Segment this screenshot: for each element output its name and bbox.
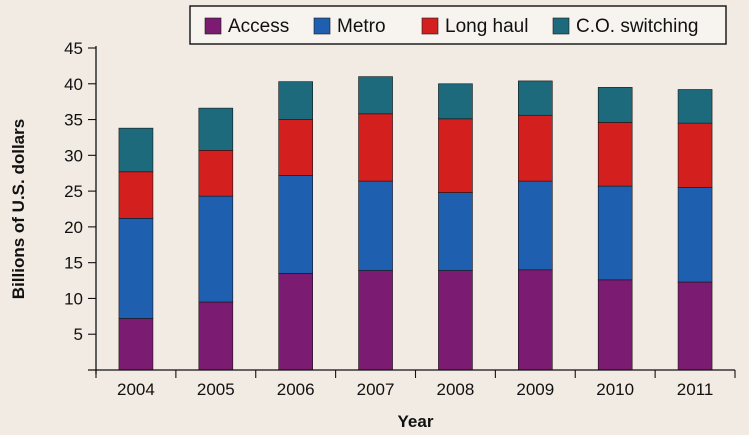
bar-stack-2007 bbox=[358, 76, 393, 371]
bar-2008-metro bbox=[438, 192, 473, 271]
x-axis-title: Year bbox=[398, 412, 434, 431]
legend-swatch-access bbox=[204, 17, 222, 35]
legend-swatch-long-haul bbox=[421, 17, 439, 35]
legend-swatch-metro bbox=[313, 17, 331, 35]
bar-2010-c-o-switching bbox=[597, 87, 633, 123]
legend-item-long-haul: Long haul bbox=[421, 16, 528, 37]
axes: 5 10 15 20 25 30 35 40 45 2004 2005 2006 2007 2008 200… bbox=[9, 39, 736, 431]
bar-2009-c-o-switching bbox=[518, 80, 553, 116]
y-tick-label: 25 bbox=[64, 182, 83, 201]
y-tick-label: 20 bbox=[64, 218, 83, 237]
y-tick-label: 35 bbox=[64, 111, 83, 130]
legend-item-c-o-switching: C.O. switching bbox=[552, 16, 698, 37]
bar-stack-2011 bbox=[677, 89, 713, 371]
bar-2009-access bbox=[518, 269, 553, 371]
bar-stack-2008 bbox=[438, 83, 473, 371]
bar-2010-long-haul bbox=[597, 122, 633, 187]
y-axis-title: Billions of U.S. dollars bbox=[9, 119, 28, 299]
bar-2006-access bbox=[278, 273, 313, 371]
legend: Access Metro Long haul C.O. switching bbox=[189, 5, 727, 45]
legend-label-c-o-switching: C.O. switching bbox=[576, 16, 698, 37]
x-tick-label-2009: 2009 bbox=[516, 380, 554, 399]
legend-item-metro: Metro bbox=[313, 16, 386, 37]
x-tick-label-2006: 2006 bbox=[277, 380, 315, 399]
x-tick-label-2008: 2008 bbox=[437, 380, 475, 399]
bar-2007-access bbox=[358, 270, 393, 371]
bar-2011-metro bbox=[677, 187, 713, 283]
bar-2008-c-o-switching bbox=[438, 83, 473, 120]
bar-2004-access bbox=[118, 318, 154, 371]
bar-2010-access bbox=[597, 279, 633, 371]
bar-2005-access bbox=[198, 301, 234, 371]
bar-2007-metro bbox=[358, 180, 393, 271]
y-tick-label: 5 bbox=[74, 325, 83, 344]
x-tick-label-2005: 2005 bbox=[197, 380, 235, 399]
bar-2009-metro bbox=[518, 180, 553, 271]
y-tick-label: 15 bbox=[64, 254, 83, 273]
bar-2004-long-haul bbox=[118, 171, 154, 219]
x-tick-label-2004: 2004 bbox=[117, 380, 155, 399]
bar-2011-c-o-switching bbox=[677, 89, 713, 124]
bar-2008-access bbox=[438, 270, 473, 371]
legend-item-access: Access bbox=[204, 16, 289, 37]
bar-2006-long-haul bbox=[278, 119, 313, 176]
bar-2005-long-haul bbox=[198, 150, 234, 197]
bar-stack-2006 bbox=[278, 81, 313, 371]
y-tick-label: 30 bbox=[64, 146, 83, 165]
bar-stack-2009 bbox=[518, 80, 553, 371]
bar-2007-c-o-switching bbox=[358, 76, 393, 115]
bar-2011-long-haul bbox=[677, 122, 713, 188]
bar-stack-2005 bbox=[198, 107, 234, 371]
bar-2005-metro bbox=[198, 195, 234, 303]
y-tick-label: 10 bbox=[64, 289, 83, 308]
x-tick-label-2011: 2011 bbox=[677, 380, 714, 399]
bar-2009-long-haul bbox=[518, 114, 553, 182]
bar-2007-long-haul bbox=[358, 113, 393, 182]
plot-area bbox=[118, 76, 713, 371]
legend-label-long-haul: Long haul bbox=[445, 16, 528, 37]
bar-2006-metro bbox=[278, 175, 313, 274]
bar-2010-metro bbox=[597, 185, 633, 281]
legend-swatch-c-o-switching bbox=[552, 17, 570, 35]
legend-label-metro: Metro bbox=[337, 16, 386, 37]
x-tick-label-2007: 2007 bbox=[357, 380, 395, 399]
bar-stack-2004 bbox=[118, 127, 154, 371]
bar-2008-long-haul bbox=[438, 118, 473, 193]
bar-2004-c-o-switching bbox=[118, 127, 154, 173]
bar-2004-metro bbox=[118, 218, 154, 319]
bar-2006-c-o-switching bbox=[278, 81, 313, 120]
legend-label-access: Access bbox=[228, 16, 289, 37]
bar-stack-2010 bbox=[597, 87, 633, 371]
bar-2005-c-o-switching bbox=[198, 107, 234, 151]
y-tick-label: 40 bbox=[64, 75, 83, 94]
x-tick-label-2010: 2010 bbox=[596, 380, 634, 399]
legend-box bbox=[189, 5, 727, 45]
bar-2011-access bbox=[677, 281, 713, 371]
y-tick-label: 45 bbox=[64, 39, 83, 58]
